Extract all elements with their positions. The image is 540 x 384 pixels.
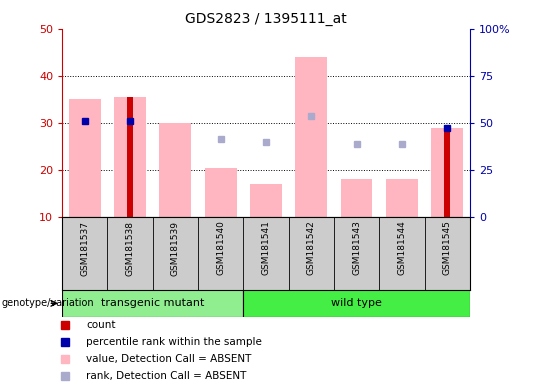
Text: GSM181545: GSM181545 — [443, 220, 451, 275]
Text: wild type: wild type — [331, 298, 382, 308]
Text: count: count — [86, 320, 116, 330]
Bar — [127, 97, 133, 217]
Bar — [69, 99, 100, 217]
Bar — [159, 123, 191, 217]
Text: GSM181544: GSM181544 — [397, 220, 406, 275]
Text: percentile rank within the sample: percentile rank within the sample — [86, 337, 262, 347]
Text: GSM181537: GSM181537 — [80, 220, 89, 276]
Text: GSM181538: GSM181538 — [126, 220, 134, 276]
Bar — [444, 127, 450, 217]
Bar — [341, 179, 373, 217]
Bar — [62, 290, 244, 317]
Bar — [250, 184, 282, 217]
Bar — [244, 290, 470, 317]
Text: genotype/variation: genotype/variation — [1, 298, 94, 308]
Text: GSM181541: GSM181541 — [261, 220, 271, 275]
Text: GSM181540: GSM181540 — [216, 220, 225, 275]
Text: GSM181539: GSM181539 — [171, 220, 180, 276]
Bar — [431, 127, 463, 217]
Text: GSM181542: GSM181542 — [307, 220, 316, 275]
Bar — [386, 179, 418, 217]
Text: transgenic mutant: transgenic mutant — [101, 298, 204, 308]
Text: rank, Detection Call = ABSENT: rank, Detection Call = ABSENT — [86, 371, 247, 381]
Text: GSM181543: GSM181543 — [352, 220, 361, 275]
Bar — [205, 167, 237, 217]
Bar — [295, 57, 327, 217]
Title: GDS2823 / 1395111_at: GDS2823 / 1395111_at — [185, 12, 347, 26]
Text: value, Detection Call = ABSENT: value, Detection Call = ABSENT — [86, 354, 252, 364]
Bar — [114, 97, 146, 217]
